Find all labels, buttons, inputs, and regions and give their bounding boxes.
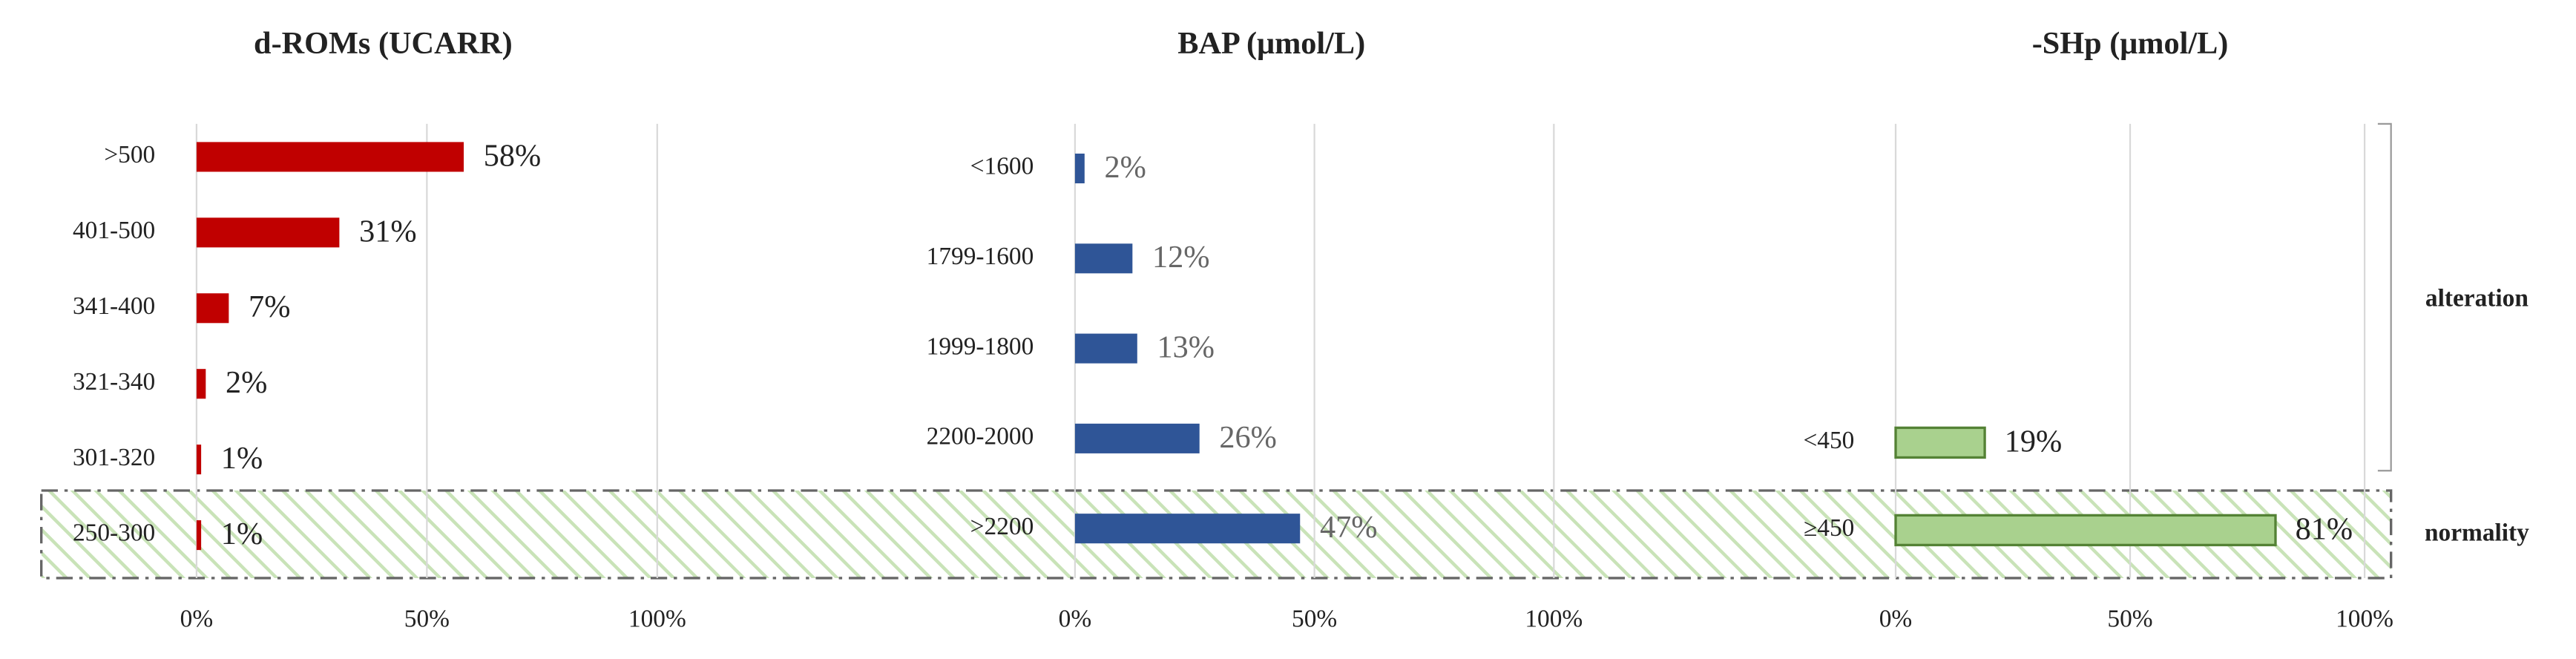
- value-label: 13%: [1157, 330, 1215, 365]
- alteration-bracket: [2377, 122, 2392, 472]
- x-tick-label: 50%: [1292, 605, 1337, 632]
- x-tick-label: 50%: [404, 605, 450, 632]
- value-label: 26%: [1219, 420, 1276, 455]
- bar: [196, 142, 464, 172]
- value-label: 19%: [2005, 424, 2062, 459]
- y-tick-label: 341-400: [73, 292, 155, 320]
- y-tick-label: >500: [104, 141, 155, 168]
- y-tick-label: 250-300: [73, 519, 155, 547]
- chart-title: d-ROMs (UCARR): [254, 26, 513, 61]
- bar: [196, 217, 340, 248]
- bar: [1074, 153, 1085, 184]
- y-tick-label: ≥450: [1804, 514, 1854, 542]
- x-tick-label: 100%: [628, 605, 686, 632]
- value-label: 1%: [221, 441, 263, 476]
- bar: [1074, 243, 1133, 274]
- y-tick-label: 1799-1600: [927, 243, 1034, 270]
- value-label: 31%: [359, 214, 416, 249]
- bar: [1074, 333, 1137, 364]
- value-label: 7%: [249, 289, 290, 324]
- bar: [1074, 514, 1301, 544]
- y-tick-label: 321-340: [73, 368, 155, 396]
- value-label: 2%: [1105, 150, 1146, 185]
- y-tick-label: 301-320: [73, 444, 155, 471]
- y-tick-label: 2200-2000: [927, 423, 1034, 450]
- x-tick-label: 50%: [2107, 605, 2152, 632]
- annotation: normality: [2425, 519, 2529, 547]
- value-label: 58%: [484, 138, 541, 173]
- bar: [1074, 423, 1200, 453]
- value-label: 12%: [1152, 240, 1209, 275]
- bar: [1894, 514, 2277, 547]
- y-tick-label: <450: [1803, 427, 1854, 454]
- value-label: 47%: [1320, 510, 1377, 545]
- annotation: alteration: [2425, 285, 2529, 312]
- y-tick-label: <1600: [970, 153, 1034, 180]
- x-tick-label: 0%: [1059, 605, 1092, 632]
- y-tick-label: 1999-1800: [927, 332, 1034, 360]
- x-tick-label: 0%: [180, 605, 213, 632]
- bar: [196, 445, 202, 475]
- y-tick-label: 401-500: [73, 217, 155, 244]
- plots: d-ROMs (UCARR) 0% 50% 100% >500 58% 401-500 31%…: [73, 26, 2393, 632]
- bar: [196, 520, 202, 551]
- bar: [1894, 426, 1986, 459]
- value-label: 1%: [221, 517, 263, 551]
- x-tick-label: 0%: [1879, 605, 1913, 632]
- value-label: 2%: [226, 365, 267, 400]
- value-label: 81%: [2296, 511, 2353, 546]
- bar: [196, 369, 206, 399]
- bar: [196, 293, 229, 324]
- y-tick-label: >2200: [970, 513, 1034, 540]
- x-tick-label: 100%: [2336, 605, 2393, 632]
- chart-title: BAP (μmol/L): [1177, 26, 1365, 61]
- chart-title: -SHp (μmol/L): [2032, 26, 2229, 61]
- x-tick-label: 100%: [1525, 605, 1583, 632]
